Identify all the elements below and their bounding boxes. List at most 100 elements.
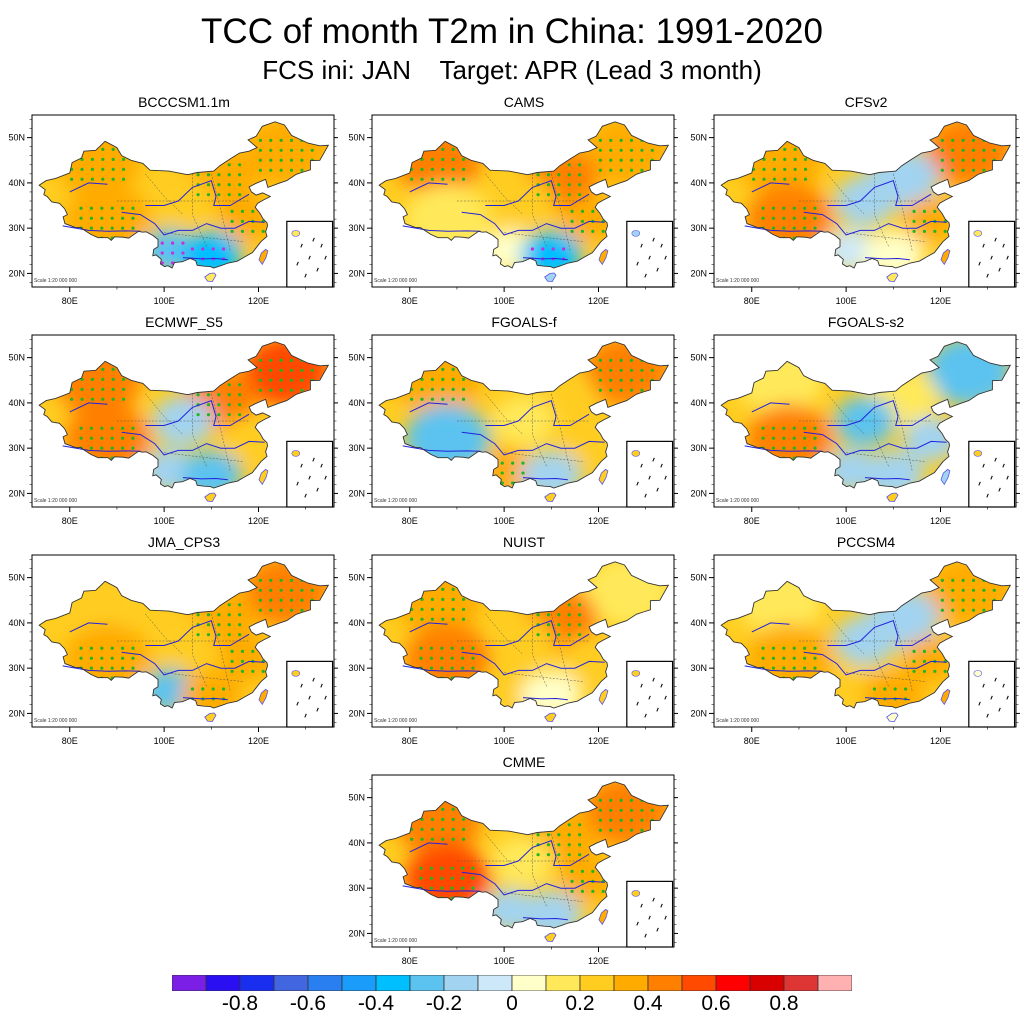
taiwan-island <box>940 688 951 706</box>
significance-dot <box>619 808 623 812</box>
significance-dot <box>783 177 787 181</box>
inset-dash <box>320 463 323 468</box>
significance-dot <box>813 666 817 670</box>
significance-dot <box>100 436 104 440</box>
significance-dot <box>782 656 786 660</box>
scale-text: Scale 1:20 000 000 <box>34 718 77 724</box>
significance-dot <box>289 378 294 382</box>
significance-dot <box>89 436 94 440</box>
significance-dot <box>601 229 605 233</box>
significance-dot <box>451 607 455 611</box>
river-line <box>485 839 590 866</box>
inset-dash <box>644 713 647 718</box>
significance-dot <box>451 837 455 841</box>
significance-dot <box>121 646 125 650</box>
inset-dash <box>660 903 663 908</box>
significance-dot <box>230 219 234 223</box>
significance-dot <box>441 147 445 151</box>
significance-dot <box>300 588 304 592</box>
significance-dot <box>196 173 200 177</box>
river-line <box>409 842 448 853</box>
significance-dot <box>609 808 613 812</box>
significance-dot <box>640 388 644 392</box>
inset-island <box>973 230 983 237</box>
province-boundary <box>485 833 524 875</box>
x-tick-label: 120E <box>248 736 269 746</box>
significance-dot <box>940 578 944 582</box>
significance-dot <box>100 216 104 220</box>
significance-dot <box>430 177 434 181</box>
significance-dot <box>90 377 94 381</box>
significance-dot <box>971 598 976 602</box>
significance-dot <box>461 607 466 611</box>
river-line <box>864 257 910 261</box>
river-line <box>409 402 448 413</box>
river-line <box>402 665 481 672</box>
y-tick-label: 40N <box>348 618 365 628</box>
significance-dot <box>451 177 455 181</box>
significance-dot <box>591 209 595 214</box>
significance-dot <box>251 209 255 214</box>
significance-dot <box>410 177 414 181</box>
province-boundary <box>485 613 524 655</box>
significance-dot <box>196 393 200 397</box>
significance-dot <box>762 177 766 181</box>
significance-dot <box>419 646 423 650</box>
significance-dot <box>598 138 602 142</box>
colorbar <box>172 975 852 991</box>
river-line <box>402 445 481 452</box>
significance-dot <box>943 669 947 673</box>
significance-dot <box>761 646 765 650</box>
significance-dot <box>922 219 927 223</box>
china-outline <box>378 781 670 929</box>
significance-dot <box>258 158 262 162</box>
significance-dot <box>217 393 221 397</box>
significance-dot <box>782 206 786 210</box>
significance-dot <box>227 193 231 197</box>
significance-dot <box>609 358 613 362</box>
hainan-island <box>886 712 899 723</box>
significance-dot <box>771 226 776 230</box>
inset-island <box>631 670 641 677</box>
colorbar-swatch <box>273 975 309 991</box>
significance-dot <box>772 157 776 161</box>
y-tick-label: 20N <box>8 708 25 718</box>
significance-dot <box>591 229 595 233</box>
river-line <box>121 431 265 456</box>
significance-dot <box>89 446 94 450</box>
significance-dot <box>111 387 115 391</box>
inset-dash <box>652 677 655 682</box>
china-outline <box>378 561 670 709</box>
significance-dot <box>110 226 114 230</box>
inset-dash <box>982 243 985 248</box>
panel-title: NUIST <box>503 534 545 550</box>
inset-dash <box>324 475 327 480</box>
significance-dot <box>580 869 585 874</box>
significance-dot <box>451 817 455 821</box>
significance-dot <box>429 886 434 890</box>
significance-dot <box>609 368 613 372</box>
map-panel: NUIST 20N 30N 40N 50N 80E 100E 120E Scale 1:20 0… <box>340 532 678 747</box>
significance-dot <box>450 666 454 670</box>
inset-dash <box>656 707 659 712</box>
significance-dot <box>171 261 175 265</box>
province-boundary <box>192 393 207 467</box>
significance-dot <box>90 387 94 391</box>
x-tick-label: 80E <box>62 736 78 746</box>
significance-dot <box>598 808 602 812</box>
map-svg: 20N 30N 40N 50N 80E 100E 120E Scale 1:20 000 00… <box>348 334 678 526</box>
scale-text: Scale 1:20 000 000 <box>716 498 759 504</box>
south-china-sea-inset <box>286 660 334 728</box>
china-outline <box>720 121 1012 269</box>
significance-dot <box>598 378 602 382</box>
river-line <box>803 211 947 236</box>
inset-dash <box>300 683 303 688</box>
significance-dot <box>419 656 423 660</box>
significance-dot <box>803 157 808 161</box>
significance-dot <box>771 436 776 440</box>
inset-dash <box>308 475 311 480</box>
significance-dot <box>441 157 445 161</box>
significance-dot <box>240 659 245 663</box>
significance-dot <box>420 837 424 841</box>
significance-dot <box>101 147 105 151</box>
